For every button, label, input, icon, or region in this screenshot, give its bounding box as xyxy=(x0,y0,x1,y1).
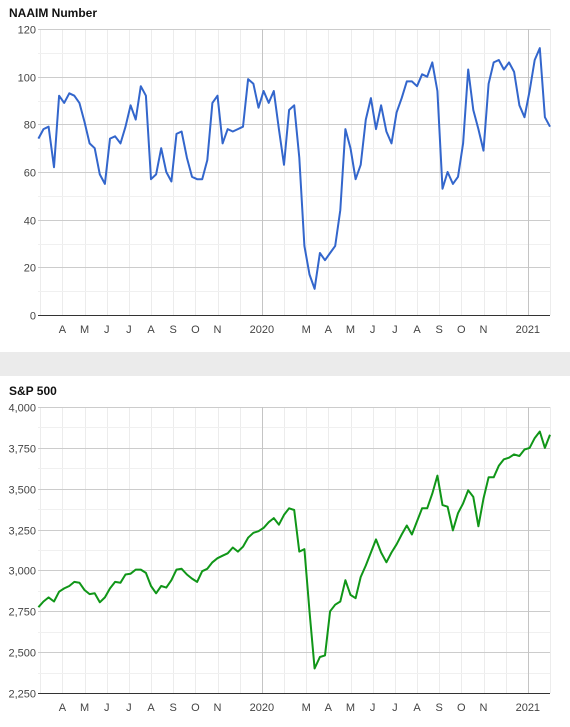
y-tick-label: 3,000 xyxy=(8,566,36,578)
y-tick-label: 60 xyxy=(24,168,36,180)
x-tick-label: M xyxy=(302,702,311,714)
x-tick-label: N xyxy=(214,324,222,336)
x-tick-label: O xyxy=(457,324,466,336)
y-tick-label: 0 xyxy=(30,311,36,323)
x-tick-label: A xyxy=(147,702,155,714)
grid xyxy=(38,29,551,316)
y-tick-label: 2,500 xyxy=(8,648,36,660)
series-line xyxy=(37,47,551,290)
y-tick-label: 3,500 xyxy=(8,485,36,497)
naaim-chart: 0 20 40 60 80 100 120 A M J J A S O N 2020 M A M J J A S O N 2021 xyxy=(18,25,551,336)
x-tick-label: O xyxy=(457,702,466,714)
x-tick-label: J xyxy=(126,324,132,336)
y-tick-label: 100 xyxy=(18,73,36,85)
x-tick-label: N xyxy=(480,702,488,714)
x-tick-label: A xyxy=(147,324,155,336)
x-tick-label: S xyxy=(436,324,443,336)
x-tick-label: M xyxy=(346,702,355,714)
x-tick-label: J xyxy=(392,324,398,336)
y-tick-label: 3,750 xyxy=(8,444,36,456)
x-tick-label: 2021 xyxy=(516,324,540,336)
x-tick-label: A xyxy=(59,702,67,714)
series-line xyxy=(37,430,551,670)
x-tick-label: O xyxy=(191,702,200,714)
sp500-chart: 2,250 2,500 2,750 3,000 3,250 3,500 3,750 4,000… xyxy=(8,403,551,714)
x-tick-label: O xyxy=(191,324,200,336)
naaim-chart-panel: 0 20 40 60 80 100 120 A M J J A S O N 2020 M A M J J A S O N 2021… xyxy=(0,0,570,350)
x-tick-label: M xyxy=(346,324,355,336)
x-tick-label: J xyxy=(370,702,376,714)
x-tick-label: 2020 xyxy=(250,324,274,336)
x-tick-label: 2020 xyxy=(250,702,274,714)
x-tick-label: A xyxy=(59,324,67,336)
x-tick-label: M xyxy=(80,324,89,336)
x-tick-label: S xyxy=(170,324,177,336)
x-tick-label: N xyxy=(480,324,488,336)
y-tick-label: 4,000 xyxy=(8,403,36,415)
y-tick-label: 120 xyxy=(18,25,36,37)
x-tick-label: A xyxy=(325,702,333,714)
x-tick-label: N xyxy=(214,702,222,714)
x-tick-label: A xyxy=(325,324,333,336)
x-tick-label: J xyxy=(392,702,398,714)
x-tick-label: J xyxy=(126,702,132,714)
x-tick-label: M xyxy=(80,702,89,714)
grid xyxy=(38,407,551,694)
x-tick-label: A xyxy=(413,324,421,336)
sp500-chart-title: S&P 500 xyxy=(9,384,57,398)
x-tick-label: 2021 xyxy=(516,702,540,714)
y-tick-label: 80 xyxy=(24,120,36,132)
x-tick-label: S xyxy=(436,702,443,714)
y-tick-label: 2,750 xyxy=(8,607,36,619)
naaim-chart-title: NAAIM Number xyxy=(9,6,98,20)
x-tick-label: M xyxy=(302,324,311,336)
x-tick-label: S xyxy=(170,702,177,714)
x-tick-label: J xyxy=(370,324,376,336)
y-tick-label: 3,250 xyxy=(8,526,36,538)
sp500-chart-panel: 2,250 2,500 2,750 3,000 3,250 3,500 3,750 4,000… xyxy=(0,378,570,727)
x-tick-label: J xyxy=(104,324,110,336)
y-tick-label: 20 xyxy=(24,263,36,275)
y-tick-label: 40 xyxy=(24,216,36,228)
y-tick-label: 2,250 xyxy=(8,689,36,701)
x-tick-label: J xyxy=(104,702,110,714)
x-tick-label: A xyxy=(413,702,421,714)
chart-divider xyxy=(0,352,570,376)
